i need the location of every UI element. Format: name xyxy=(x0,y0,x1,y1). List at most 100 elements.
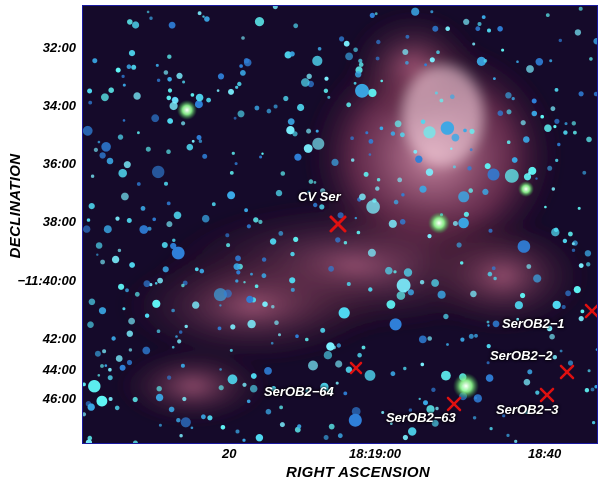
star xyxy=(118,168,127,178)
star xyxy=(293,23,299,29)
star xyxy=(463,18,470,25)
star xyxy=(218,385,224,391)
star xyxy=(571,121,576,126)
star xyxy=(96,395,108,407)
star xyxy=(275,189,283,197)
star xyxy=(368,139,374,144)
star xyxy=(353,81,357,85)
star xyxy=(173,211,182,220)
star xyxy=(343,391,348,396)
star xyxy=(191,139,195,143)
star xyxy=(487,28,491,33)
star xyxy=(87,403,95,411)
star xyxy=(343,40,350,47)
infrared-image-panel xyxy=(82,5,598,444)
x-tick-label: 20 xyxy=(222,446,237,461)
star xyxy=(535,177,538,180)
star xyxy=(408,427,417,436)
marker-serob2-3 xyxy=(539,387,555,403)
star xyxy=(486,344,491,349)
star xyxy=(420,362,425,367)
star xyxy=(348,413,362,427)
star xyxy=(272,6,278,10)
star xyxy=(250,373,257,379)
star xyxy=(423,400,428,406)
star xyxy=(431,419,439,427)
star xyxy=(526,264,532,269)
star xyxy=(552,300,561,310)
star xyxy=(270,341,274,345)
star xyxy=(351,158,355,162)
star xyxy=(122,307,126,311)
star xyxy=(468,188,474,193)
star xyxy=(346,102,352,108)
star xyxy=(271,386,277,392)
star xyxy=(202,15,205,18)
star xyxy=(317,47,322,51)
star xyxy=(97,374,101,377)
star xyxy=(506,140,511,144)
star xyxy=(511,157,518,163)
star xyxy=(287,118,295,125)
star xyxy=(487,168,500,181)
star xyxy=(108,367,112,372)
star xyxy=(99,152,106,159)
star xyxy=(190,426,194,430)
star xyxy=(432,25,439,32)
star xyxy=(204,16,210,22)
star xyxy=(152,217,156,222)
star xyxy=(439,98,444,103)
star xyxy=(97,140,101,144)
star xyxy=(157,277,163,284)
star xyxy=(195,93,204,102)
star xyxy=(179,330,183,334)
star xyxy=(434,91,438,95)
y-tick-label: −11:40:00 xyxy=(17,273,76,288)
star xyxy=(400,132,405,138)
star xyxy=(385,266,393,275)
star xyxy=(586,136,592,143)
star xyxy=(402,49,409,55)
star xyxy=(171,345,175,349)
star xyxy=(103,225,112,234)
star xyxy=(121,74,125,78)
star xyxy=(429,57,435,63)
star xyxy=(313,202,318,208)
star xyxy=(128,317,135,325)
star xyxy=(369,12,375,18)
star xyxy=(580,309,585,314)
star xyxy=(233,116,237,120)
star xyxy=(132,440,138,443)
star xyxy=(211,202,216,207)
star xyxy=(320,327,326,333)
star xyxy=(128,348,133,352)
star xyxy=(167,88,173,93)
star xyxy=(396,291,406,300)
star xyxy=(156,78,161,83)
star xyxy=(171,246,185,260)
star xyxy=(458,191,470,203)
star xyxy=(326,342,335,351)
star xyxy=(458,217,469,229)
star xyxy=(175,335,178,338)
star xyxy=(463,128,467,133)
star xyxy=(493,276,497,281)
star xyxy=(504,169,519,183)
star xyxy=(194,100,203,109)
star xyxy=(437,290,446,299)
star xyxy=(219,304,222,307)
star xyxy=(535,390,540,395)
star xyxy=(258,219,263,224)
star xyxy=(161,242,168,248)
star xyxy=(295,334,299,339)
star xyxy=(83,382,86,387)
star xyxy=(151,114,160,123)
star xyxy=(567,360,574,366)
x-tick-label: 18:40 xyxy=(528,446,562,461)
source-label-serob2-2: SerOB2−2 xyxy=(490,348,553,363)
star xyxy=(337,433,343,439)
star xyxy=(194,267,199,272)
y-axis-title: DECLINATION xyxy=(7,153,24,259)
star xyxy=(452,221,458,226)
